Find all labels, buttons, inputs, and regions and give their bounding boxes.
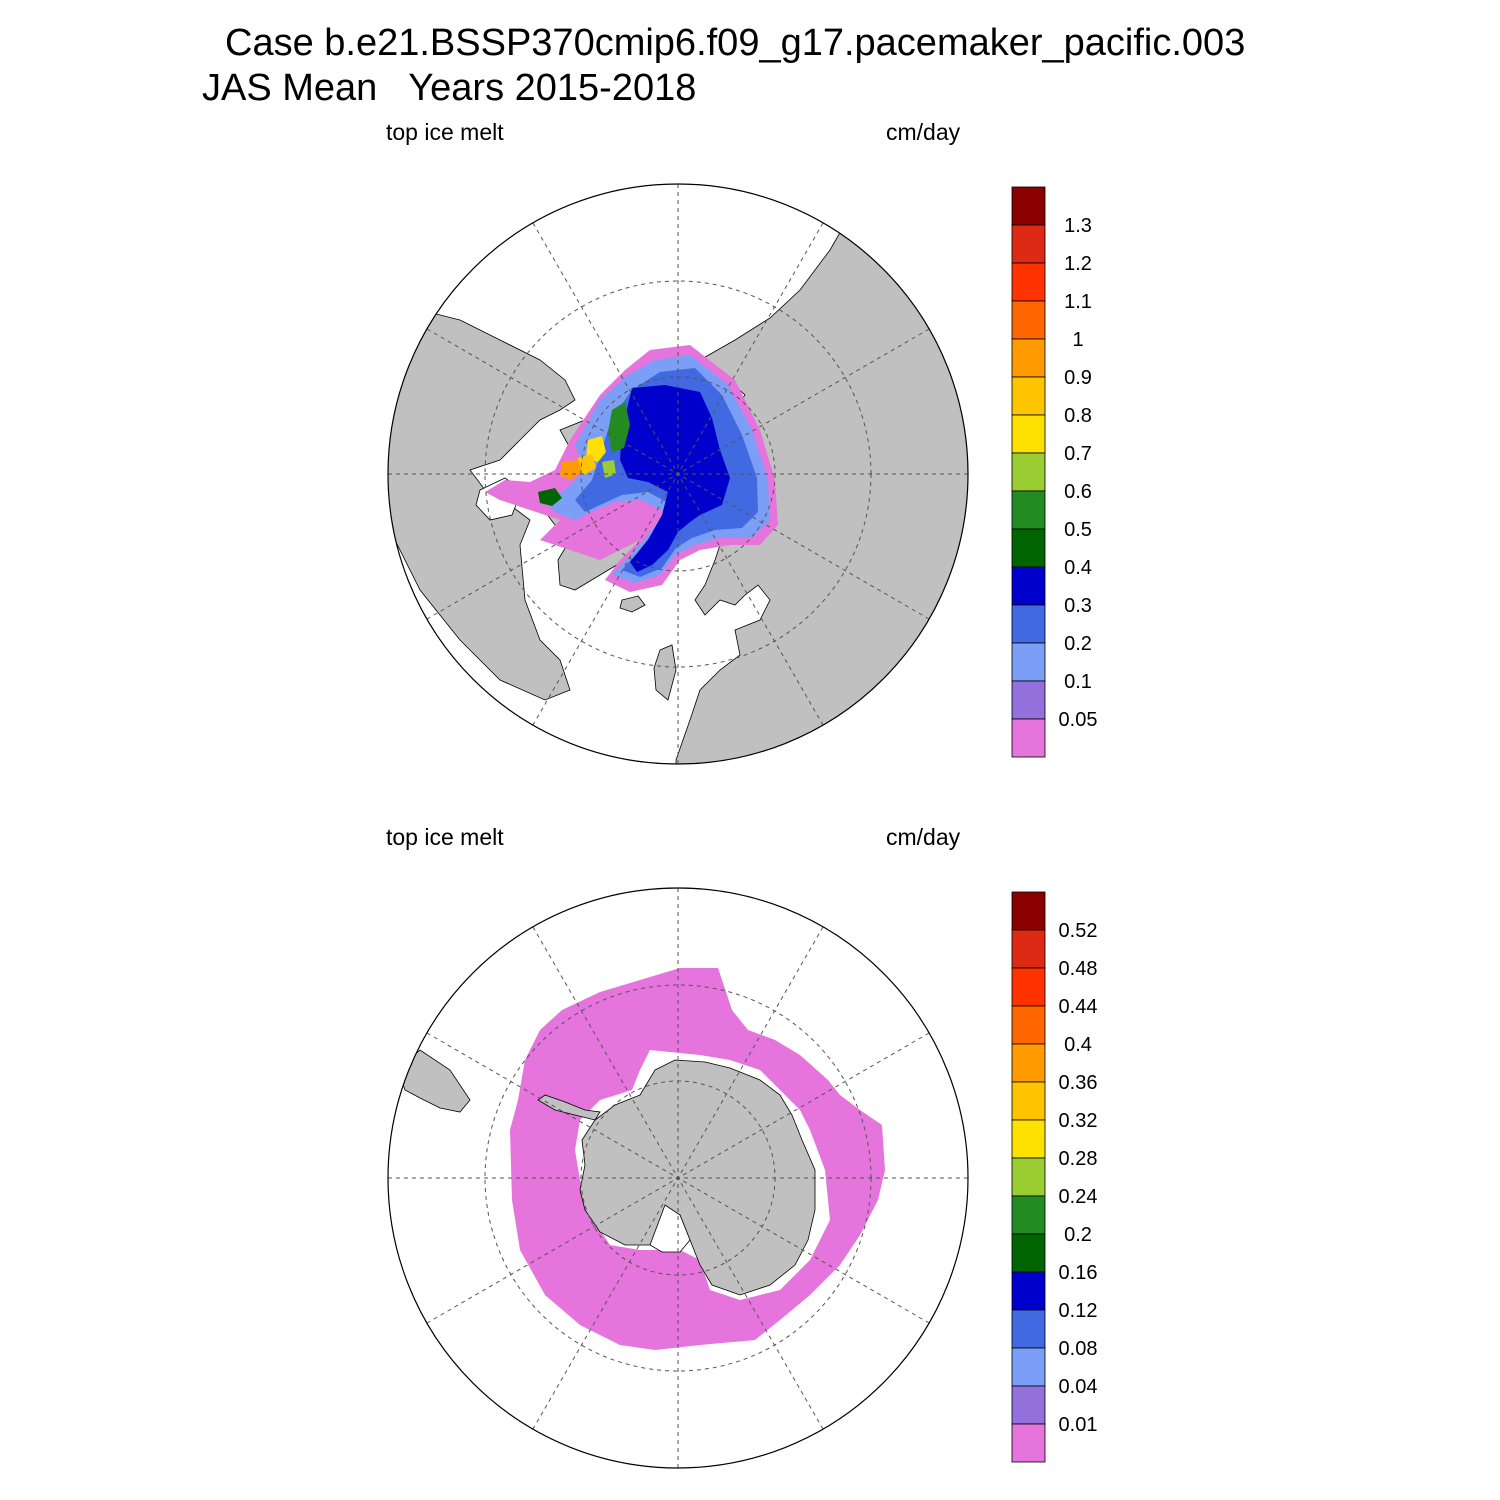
bottom-colorbar-label: 0.08 [1059, 1338, 1098, 1360]
south-land-south-america [397, 1049, 471, 1113]
top-colorbar-box [1011, 224, 1046, 264]
bottom-colorbar-box [1011, 1309, 1046, 1349]
north-graticule [388, 184, 968, 764]
north-polar-map [387, 183, 969, 765]
top-colorbar-box [1011, 566, 1046, 606]
south-land-antarctica [579, 1059, 816, 1296]
top-colorbar-box [1011, 376, 1046, 416]
bottom-colorbar-label: 0.01 [1059, 1414, 1098, 1436]
south-ice-magenta-ring [510, 968, 885, 1350]
top-colorbar-box [1011, 642, 1046, 682]
bottom-colorbar-label: 0.48 [1059, 958, 1098, 980]
bottom-colorbar-box [1011, 1423, 1046, 1463]
bottom-colorbar-box [1011, 1081, 1046, 1121]
top-colorbar-label: 0.2 [1064, 633, 1092, 655]
top-colorbar-box [1011, 528, 1046, 568]
bottom-colorbar-box [1011, 1347, 1046, 1387]
north-ice-orange-patch [560, 460, 582, 480]
top-colorbar-label: 0.4 [1064, 557, 1092, 579]
top-colorbar-box [1011, 300, 1046, 340]
top-colorbar-box [1011, 338, 1046, 378]
top-colorbar-label: 0.5 [1064, 519, 1092, 541]
bottom-colorbar-label: 0.4 [1064, 1034, 1092, 1056]
bottom-colorbar-label: 0.24 [1059, 1186, 1098, 1208]
bottom-colorbar-label: 0.04 [1059, 1376, 1098, 1398]
bottom-colorbar-box [1011, 967, 1046, 1007]
bottom-colorbar: 0.52 0.48 0.44 0.4 0.36 0.32 0.28 0.24 0.2 0.16 0.… [1011, 891, 1098, 1463]
bottom-panel-left-label: top ice melt [386, 824, 504, 850]
bottom-colorbar-label: 0.16 [1059, 1262, 1098, 1284]
bottom-colorbar-box [1011, 1157, 1046, 1197]
bottom-colorbar-label: 0.36 [1059, 1072, 1098, 1094]
top-colorbar-label: 0.3 [1064, 595, 1092, 617]
top-colorbar: 1.3 1.2 1.1 1 0.9 0.8 0.7 0.6 0.5 0.4 0.3 0.2 0.1 0.0… [1011, 186, 1098, 758]
top-colorbar-label: 1.3 [1064, 215, 1092, 237]
bottom-panel-right-label: cm/day [886, 824, 961, 850]
bottom-colorbar-box [1011, 1005, 1046, 1045]
top-colorbar-label: 1.1 [1064, 291, 1092, 313]
south-map-border [387, 887, 969, 1469]
top-colorbar-label: 0.7 [1064, 443, 1092, 465]
north-ice-dark-green-patch [538, 488, 562, 506]
top-colorbar-box [1011, 414, 1046, 454]
north-map-border [387, 183, 969, 765]
bottom-colorbar-label: 0.12 [1059, 1300, 1098, 1322]
bottom-colorbar-label: 0.28 [1059, 1148, 1098, 1170]
north-ice-green-patch-1 [608, 402, 630, 452]
top-colorbar-box [1011, 604, 1046, 644]
top-colorbar-label: 0.9 [1064, 367, 1092, 389]
top-panel-left-label: top ice melt [386, 119, 504, 145]
top-colorbar-box [1011, 186, 1046, 226]
bottom-colorbar-label: 0.44 [1059, 996, 1098, 1018]
bottom-colorbar-label: 0.52 [1059, 920, 1098, 942]
top-colorbar-box [1011, 452, 1046, 492]
bottom-colorbar-box [1011, 1195, 1046, 1235]
figure-title-line-2: JAS Mean Years 2015-2018 [202, 67, 697, 109]
top-colorbar-label: 1.2 [1064, 253, 1092, 275]
figure-title-line-1: Case b.e21.BSSP370cmip6.f09_g17.pacemake… [225, 22, 1246, 64]
top-panel-right-label: cm/day [886, 119, 961, 145]
north-land-iceland [619, 595, 646, 613]
bottom-colorbar-box [1011, 1119, 1046, 1159]
bottom-colorbar-label: 0.2 [1064, 1224, 1092, 1246]
bottom-colorbar-box [1011, 929, 1046, 969]
bottom-colorbar-box [1011, 1271, 1046, 1311]
bottom-colorbar-box [1011, 1043, 1046, 1083]
top-colorbar-box [1011, 490, 1046, 530]
top-colorbar-label: 0.05 [1059, 709, 1098, 731]
bottom-colorbar-box [1011, 1385, 1046, 1425]
south-land-antarctic-peninsula [537, 1094, 601, 1121]
south-polar-map [387, 887, 969, 1469]
top-colorbar-label: 0.6 [1064, 481, 1092, 503]
top-colorbar-box [1011, 680, 1046, 720]
south-ross-sea [649, 1204, 691, 1253]
top-colorbar-box [1011, 718, 1046, 758]
top-colorbar-label: 0.8 [1064, 405, 1092, 427]
north-land-british-isles [653, 644, 677, 701]
south-graticule [388, 888, 968, 1468]
top-colorbar-label: 0.1 [1064, 671, 1092, 693]
bottom-colorbar-label: 0.32 [1059, 1110, 1098, 1132]
bottom-colorbar-box [1011, 1233, 1046, 1273]
top-colorbar-box [1011, 262, 1046, 302]
bottom-colorbar-box [1011, 891, 1046, 931]
top-colorbar-label: 1 [1072, 329, 1083, 351]
